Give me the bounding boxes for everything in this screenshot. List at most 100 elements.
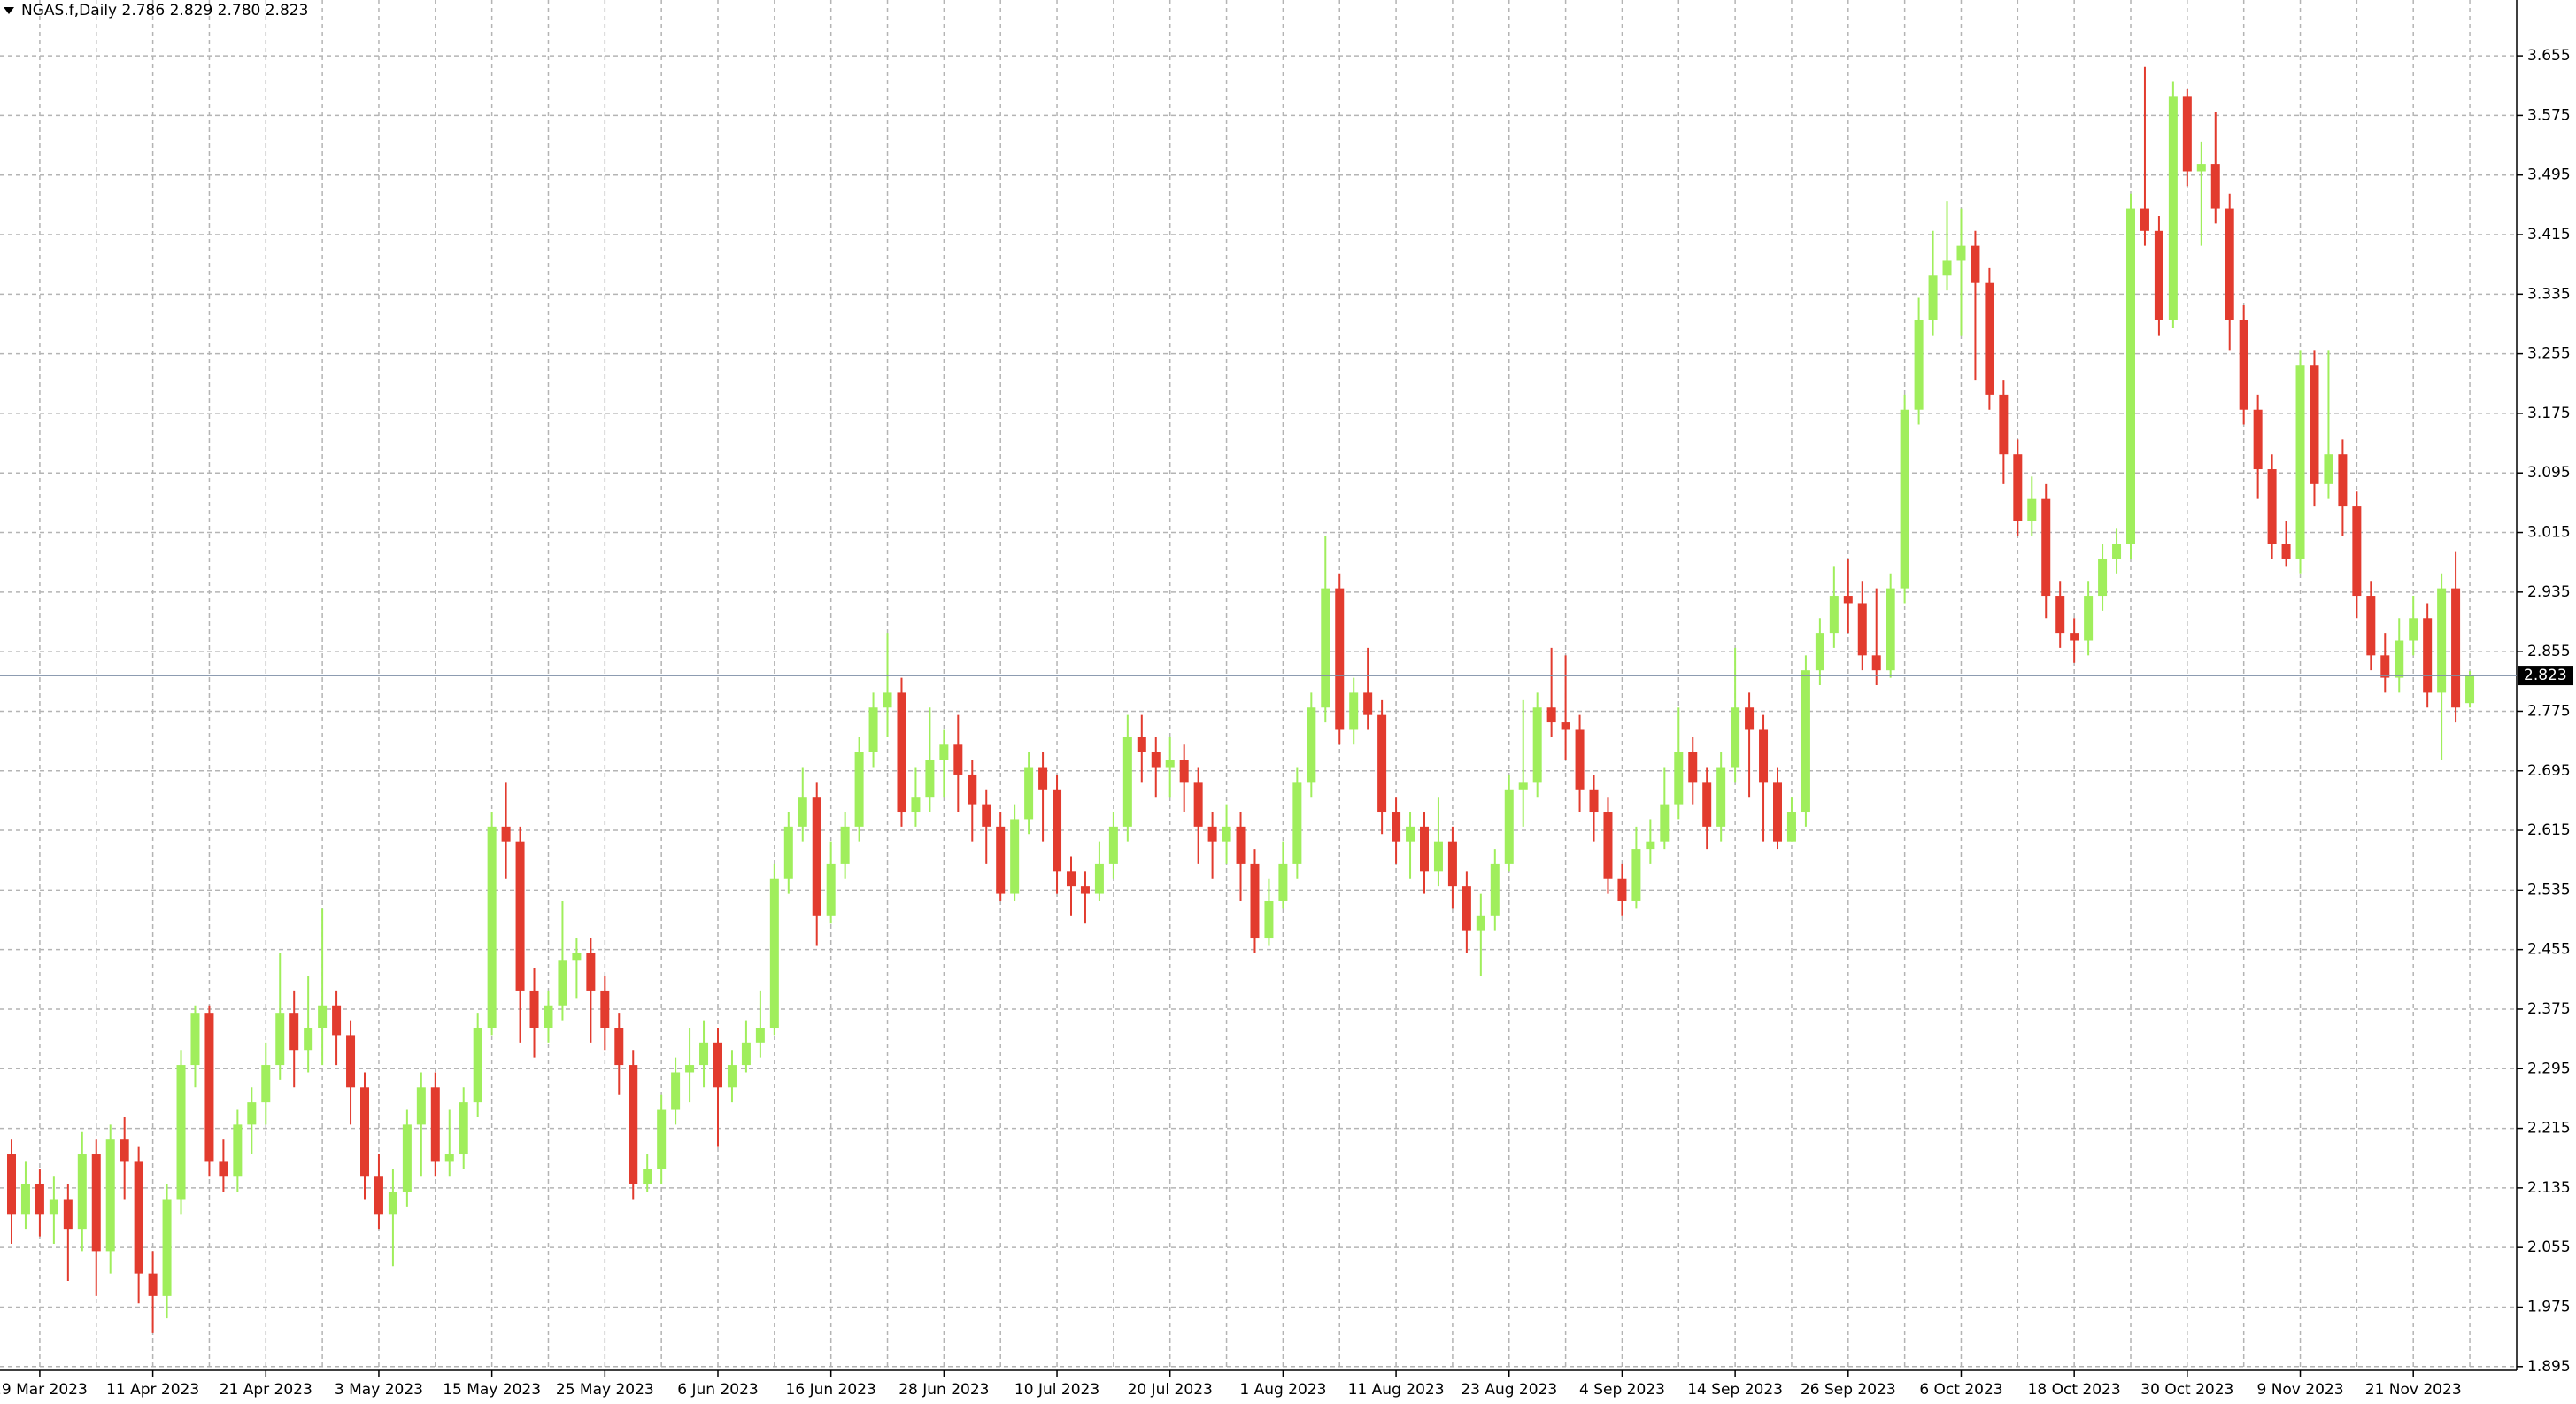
candle-body: [388, 1192, 397, 1215]
candle-body: [2352, 506, 2362, 597]
candle-body: [1476, 915, 1485, 931]
candle-body: [854, 752, 864, 827]
candle-body: [63, 1199, 73, 1230]
candle-body: [1886, 588, 1895, 671]
candle-body: [1985, 282, 1994, 395]
candle-body: [1956, 245, 1966, 261]
candle-body: [2112, 544, 2122, 559]
candle-body: [840, 826, 850, 864]
candle-body: [233, 1124, 243, 1177]
candle-body: [1617, 878, 1627, 901]
candle-body: [1024, 767, 1034, 820]
candle-body: [1236, 826, 1246, 864]
candle-body: [1335, 588, 1345, 730]
candle-body: [939, 744, 949, 760]
candle-body: [586, 953, 596, 991]
candle-body: [2225, 208, 2234, 320]
candle-body: [2267, 469, 2277, 544]
candle-body: [897, 692, 906, 813]
y-tick-label: 2.695: [2527, 762, 2571, 780]
candle-body: [2084, 596, 2094, 641]
candle-body: [1349, 692, 1359, 730]
candle-body: [769, 878, 779, 1028]
candle-body: [444, 1154, 454, 1162]
candle-body: [1631, 849, 1641, 901]
candle-body: [148, 1273, 158, 1296]
candle-body: [1843, 596, 1853, 604]
x-tick-label: 11 Apr 2023: [106, 1381, 199, 1399]
candle-body: [247, 1102, 257, 1125]
candle-body: [713, 1042, 722, 1088]
candle-body: [190, 1013, 200, 1066]
candle-body: [558, 960, 567, 1006]
candle-body: [1999, 394, 2009, 455]
y-tick-label: 2.215: [2527, 1120, 2571, 1138]
y-tick-label: 3.095: [2527, 464, 2571, 482]
candle-body: [1971, 245, 1980, 283]
y-tick-label: 2.135: [2527, 1179, 2571, 1197]
x-tick-label: 21 Nov 2023: [2365, 1381, 2462, 1399]
candle-body: [204, 1013, 214, 1162]
candle-body: [1546, 707, 1556, 723]
x-tick-label: 21 Apr 2023: [220, 1381, 312, 1399]
candle-body: [657, 1109, 667, 1169]
candle-body: [261, 1065, 271, 1103]
candle-body: [1942, 260, 1952, 276]
candle-body: [1702, 782, 1712, 827]
candle-body: [1786, 812, 1796, 842]
x-tick-label: 18 Oct 2023: [2028, 1381, 2121, 1399]
candle-body: [2324, 454, 2333, 484]
candle-body: [1010, 819, 1020, 894]
candle-body: [1151, 752, 1161, 768]
candle-body: [544, 1005, 553, 1028]
candle-body: [473, 1028, 482, 1103]
x-tick-label: 28 Jun 2023: [899, 1381, 989, 1399]
y-tick-label: 2.375: [2527, 1000, 2571, 1018]
x-tick-label: 23 Aug 2023: [1461, 1381, 1557, 1399]
candle-body: [2055, 596, 2065, 634]
candle-body: [572, 953, 582, 961]
candle-body: [2253, 409, 2263, 470]
candle-body: [1504, 789, 1514, 864]
candle-body: [35, 1184, 44, 1215]
candle-body: [2027, 498, 2037, 521]
candle-body: [1857, 603, 1867, 656]
candle-body: [1914, 320, 1924, 410]
candle-body: [1561, 722, 1570, 730]
y-tick-label: 2.455: [2527, 941, 2571, 959]
candle-body: [826, 863, 836, 916]
candle-body: [1278, 863, 1288, 901]
candle-body: [360, 1087, 369, 1177]
candle-body: [1447, 841, 1457, 887]
y-tick-label: 2.535: [2527, 881, 2571, 899]
candle-body: [1900, 409, 1909, 589]
candle-body: [1589, 789, 1599, 813]
candle-body: [2395, 640, 2404, 678]
x-tick-label: 9 Nov 2023: [2256, 1381, 2343, 1399]
x-tick-label: 11 Aug 2023: [1348, 1381, 1445, 1399]
candle-body: [402, 1124, 412, 1192]
candle-body: [953, 744, 963, 775]
y-tick-label: 3.255: [2527, 345, 2571, 363]
candle-body: [982, 804, 991, 827]
y-tick-label: 3.655: [2527, 47, 2571, 65]
chart-title: NGAS.f,Daily 2.786 2.829 2.780 2.823: [21, 2, 308, 19]
x-tick-label: 16 Jun 2023: [786, 1381, 876, 1399]
candle-body: [487, 826, 497, 1028]
candle-body: [1207, 826, 1217, 842]
candle-body: [1094, 863, 1104, 894]
candle-body: [501, 826, 511, 842]
x-tick-label: 10 Jul 2023: [1014, 1381, 1099, 1399]
candle-body: [1165, 760, 1175, 768]
candle-body: [925, 760, 935, 798]
candle-body: [614, 1028, 624, 1066]
candle-body: [374, 1176, 383, 1215]
candle-body: [1660, 804, 1670, 842]
candle-body: [1462, 886, 1471, 931]
candle-body: [289, 1013, 299, 1051]
y-tick-label: 2.295: [2527, 1060, 2571, 1077]
candle-body: [727, 1065, 737, 1088]
candle-body: [783, 826, 793, 879]
candle-body: [515, 841, 525, 991]
